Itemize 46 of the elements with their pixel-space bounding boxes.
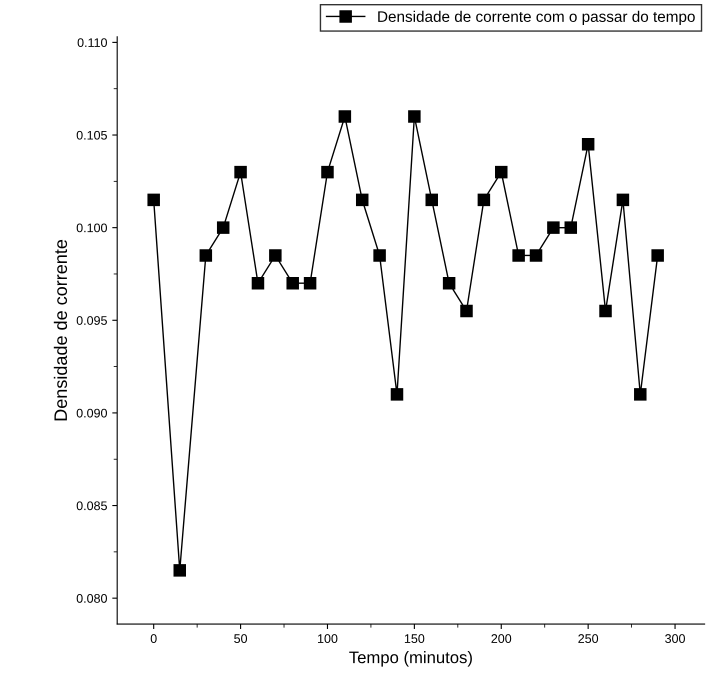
y-axis-title: Densidade de corrente [54, 240, 68, 420]
y-tick-label: 0.110 [78, 38, 107, 48]
point [425, 194, 438, 206]
y-tick-label: 0.090 [76, 408, 107, 418]
point [651, 249, 664, 262]
point [390, 388, 404, 401]
point [321, 166, 334, 178]
point [269, 249, 282, 262]
point [442, 276, 456, 290]
point [547, 221, 560, 234]
x-tick-label: 50 [234, 634, 248, 644]
point [286, 276, 299, 290]
point [582, 138, 594, 151]
x-axis-title: Tempo (minutos) [349, 651, 472, 667]
y-tick-label: 0.085 [76, 501, 107, 510]
x-tick-label: 300 [665, 634, 685, 644]
point [634, 388, 647, 401]
point [234, 166, 247, 178]
y-tick-label: 0.105 [76, 130, 107, 140]
point [478, 194, 490, 206]
point [252, 276, 264, 290]
y-tick-label: 0.095 [76, 316, 107, 325]
point [460, 304, 473, 318]
point [304, 276, 316, 290]
point [408, 110, 421, 123]
point [512, 249, 525, 262]
point [174, 564, 186, 577]
point [338, 110, 352, 123]
point [200, 249, 212, 262]
x-tick-label: 150 [404, 634, 424, 644]
point [599, 304, 612, 318]
x-tick-label: 0 [150, 634, 157, 644]
x-tick-label: 200 [491, 634, 512, 644]
y-tick-label: 0.080 [76, 594, 107, 603]
legend-label: Densidade de corrente com o passar do tempo [378, 10, 695, 26]
point [356, 194, 368, 206]
point [564, 221, 578, 234]
point [147, 194, 160, 206]
point [495, 166, 508, 178]
point [530, 249, 542, 262]
y-tick-label: 0.100 [76, 223, 107, 232]
point [616, 194, 630, 206]
point [216, 221, 230, 234]
x-tick-label: 250 [578, 634, 598, 644]
point [373, 249, 386, 262]
x-tick-label: 100 [318, 634, 338, 644]
